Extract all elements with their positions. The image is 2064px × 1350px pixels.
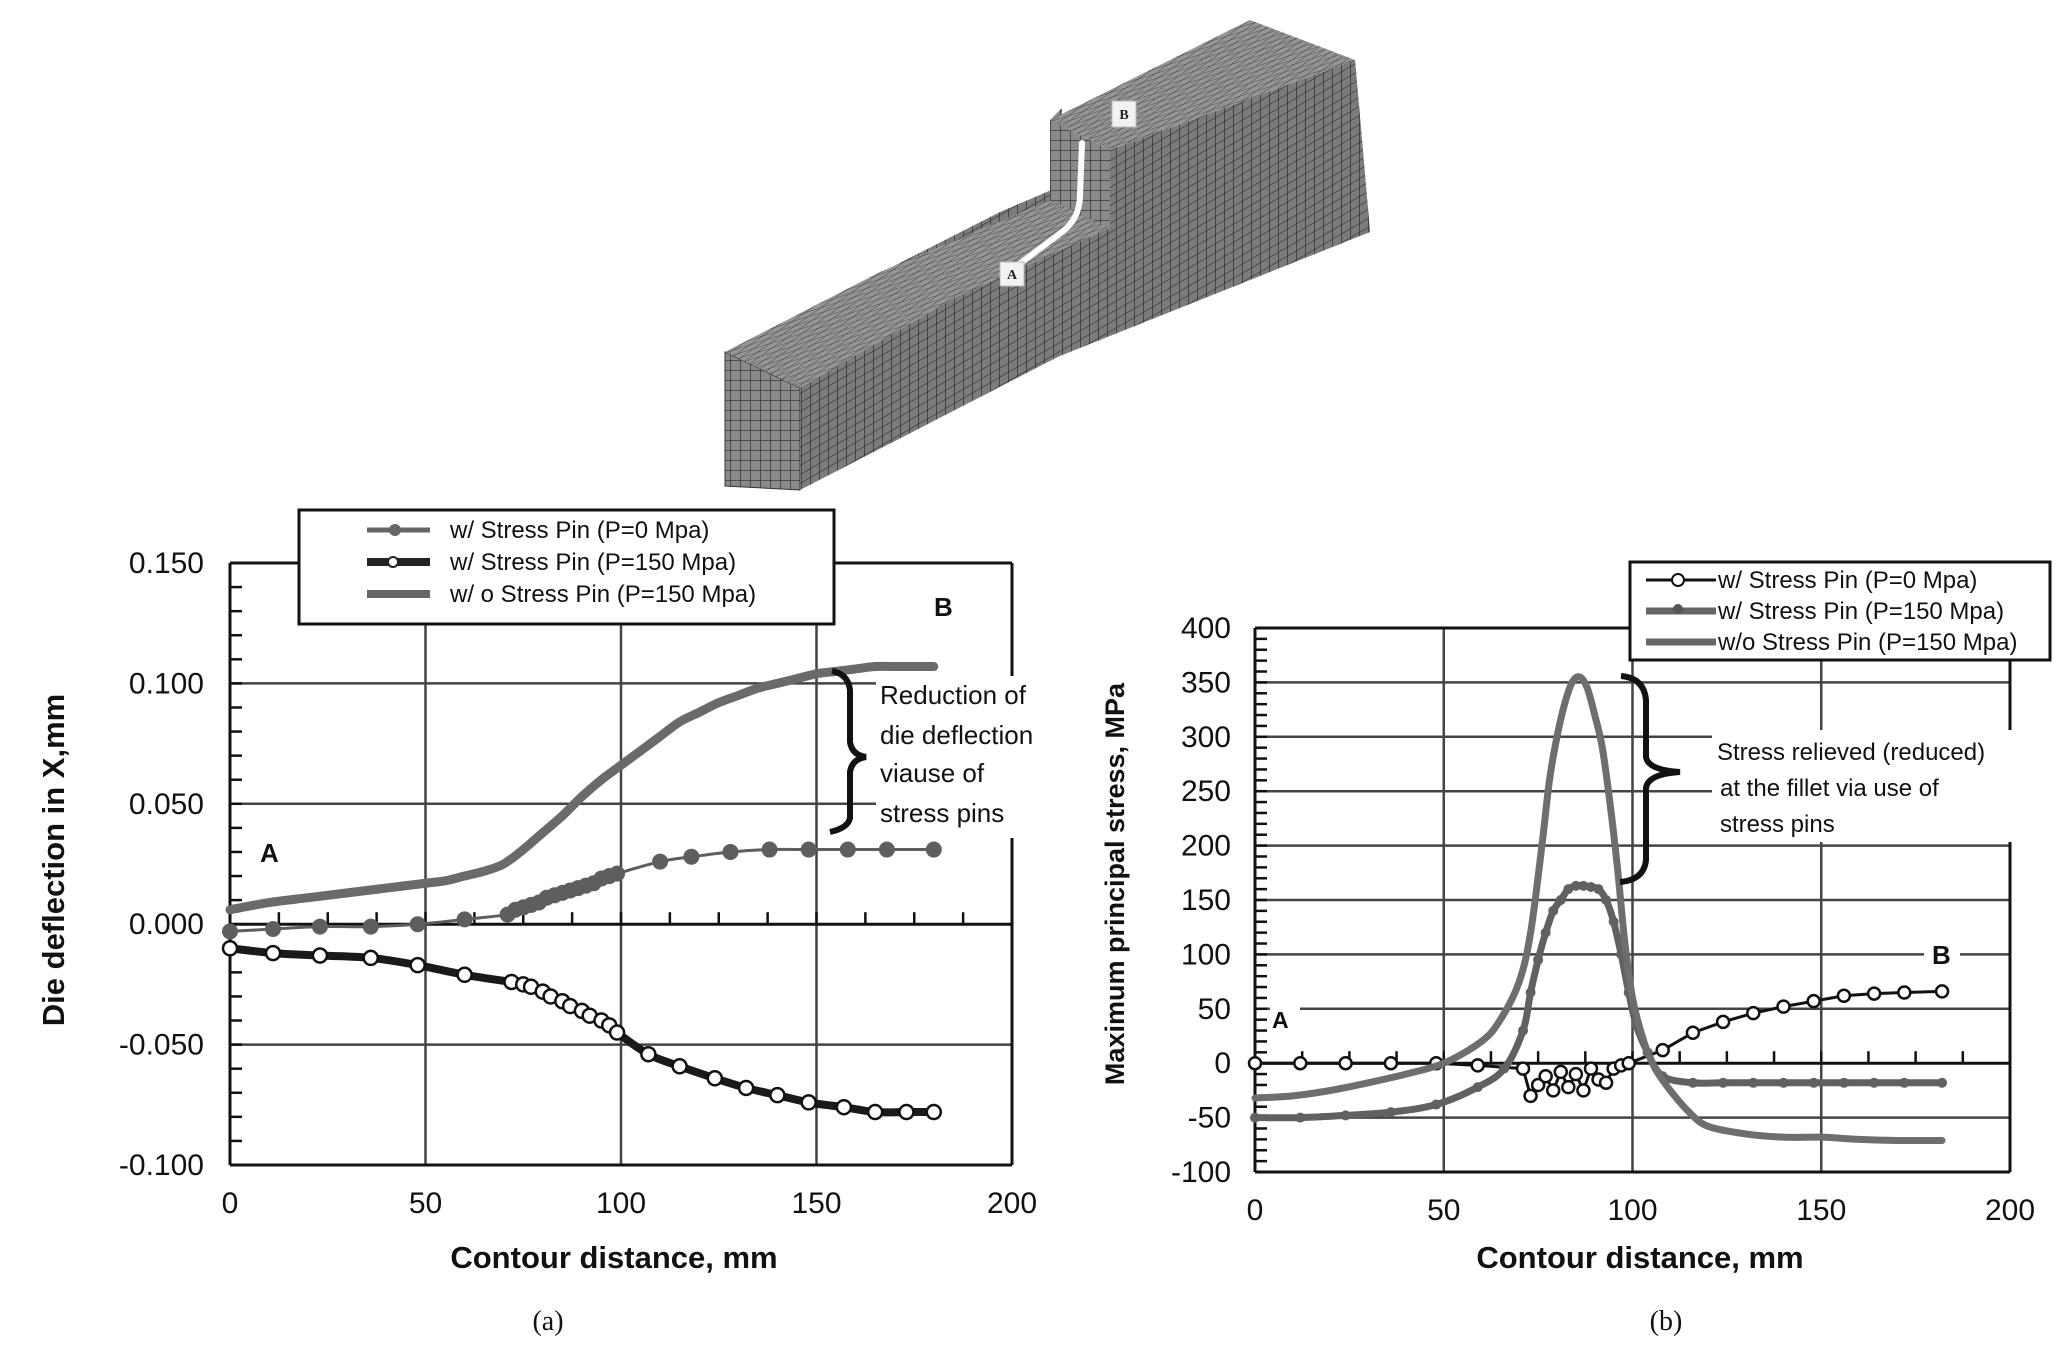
chart-a-series [221,661,943,1121]
chart-b-ylabel: Maximum principal stress, MPa [1100,682,1130,1085]
svg-text:300: 300 [1181,721,1231,754]
svg-text:Stress relieved (reduced): Stress relieved (reduced) [1717,739,1985,766]
svg-text:0: 0 [1214,1047,1231,1080]
chart-max-principal-stress: 0 50 100 150 200 400 350 300 250 200 150 100 50 0 -50 -… [1100,560,2052,1337]
svg-text:200: 200 [1985,1194,2035,1227]
legend-a-label-2: w/ o Stress Pin (P=150 Mpa) [449,581,756,608]
series-1 [1250,880,1948,1123]
chart-b-annotation-bg [1712,730,2042,842]
chart-b-sublabel: (b) [1650,1306,1683,1337]
legend-a-label-1: w/ Stress Pin (P=150 Mpa) [449,549,736,576]
svg-text:0.100: 0.100 [129,667,204,700]
chart-b-legend: w/ Stress Pin (P=0 Mpa) w/ Stress Pin (P… [1628,560,2052,662]
svg-text:150: 150 [1181,884,1231,917]
svg-text:400: 400 [1181,612,1231,645]
series-1 [221,940,943,1121]
legend-a-marker-open [387,556,399,568]
svg-text:150: 150 [1796,1194,1846,1227]
legend-a-label-0: w/ Stress Pin (P=0 Mpa) [449,517,709,544]
svg-text:350: 350 [1181,666,1231,699]
svg-text:Reduction of: Reduction of [880,680,1027,710]
series-2 [1251,673,1946,1145]
svg-text:150: 150 [791,1187,841,1220]
legend-a-marker-filled [389,524,401,536]
model-label-a-box [999,261,1025,287]
chart-b-point-b-bg [1924,938,1960,972]
svg-text:-0.100: -0.100 [119,1149,204,1182]
chart-a-annotation-bg [876,676,1056,838]
svg-text:stress pins: stress pins [1720,811,1835,838]
chart-b-series [1247,673,1950,1145]
svg-text:100: 100 [1607,1194,1657,1227]
chart-b-point-a: A [1272,1007,1289,1033]
model-label-b: B [1119,108,1128,123]
chart-b-brace [1619,673,1681,885]
fe-mesh-model: A B [724,20,1370,491]
svg-text:0.150: 0.150 [129,547,204,580]
svg-text:50: 50 [1198,993,1231,1026]
svg-text:50: 50 [409,1187,442,1220]
svg-text:0: 0 [1247,1194,1264,1227]
chart-a-brace [829,668,867,835]
svg-text:0.050: 0.050 [129,788,204,821]
model-label-b-box [1111,100,1137,128]
model-label-a: A [1007,268,1018,283]
svg-text:stress pins: stress pins [880,798,1004,828]
chart-a-sublabel: (a) [532,1306,563,1337]
chart-b-tick-labels: 0 50 100 150 200 400 350 300 250 200 150 100 50 0 -50 -… [1171,612,2035,1227]
chart-b-point-a-bg [1270,1004,1300,1036]
svg-text:100: 100 [596,1187,646,1220]
svg-text:0: 0 [222,1187,239,1220]
contour-path [1011,140,1085,271]
legend-b-marker-filled [1673,604,1683,614]
svg-text:200: 200 [1181,830,1231,863]
chart-b-annotation: Stress relieved (reduced) at the fillet … [1717,739,1985,838]
svg-text:0.000: 0.000 [129,908,204,941]
legend-b-label-0: w/ Stress Pin (P=0 Mpa) [1717,567,1977,594]
chart-a-annotation: Reduction of die deflection viause of st… [880,680,1033,828]
svg-text:-100: -100 [1171,1156,1231,1189]
svg-text:viause of: viause of [880,758,985,788]
svg-text:die deflection: die deflection [880,720,1033,750]
chart-a-point-b: B [934,592,953,622]
chart-a-point-a: A [260,838,279,868]
svg-text:50: 50 [1427,1194,1460,1227]
svg-text:100: 100 [1181,938,1231,971]
chart-a-tick-labels: 0 50 100 150 200 0.150 0.100 0.050 0.000 -0.050 -0… [119,547,1037,1220]
chart-die-deflection: 0 50 100 150 200 0.150 0.100 0.050 0.000 -0.050 -0… [36,508,1056,1337]
svg-text:-0.050: -0.050 [119,1029,204,1062]
chart-b-gridlines [1255,628,2010,1172]
chart-b-point-b: B [1932,940,1951,970]
legend-b-label-1: w/ Stress Pin (P=150 Mpa) [1717,598,2004,625]
chart-a-ylabel: Die deflection in X,mm [36,694,71,1026]
legend-b-marker-open [1671,573,1685,587]
chart-b-xlabel: Contour distance, mm [1476,1240,1803,1275]
legend-b-label-2: w/o Stress Pin (P=150 Mpa) [1717,629,2017,656]
series-2 [225,661,939,915]
svg-text:at the fillet via use of: at the fillet via use of [1720,775,1939,802]
series-0 [222,841,942,940]
chart-a-legend: w/ Stress Pin (P=0 Mpa) w/ Stress Pin (P… [297,508,836,626]
chart-a-xlabel: Contour distance, mm [450,1240,777,1275]
svg-text:200: 200 [987,1187,1037,1220]
svg-text:250: 250 [1181,775,1231,808]
chart-a-gridlines [230,563,1012,1165]
svg-text:-50: -50 [1188,1102,1231,1135]
series-0 [1247,984,1950,1104]
